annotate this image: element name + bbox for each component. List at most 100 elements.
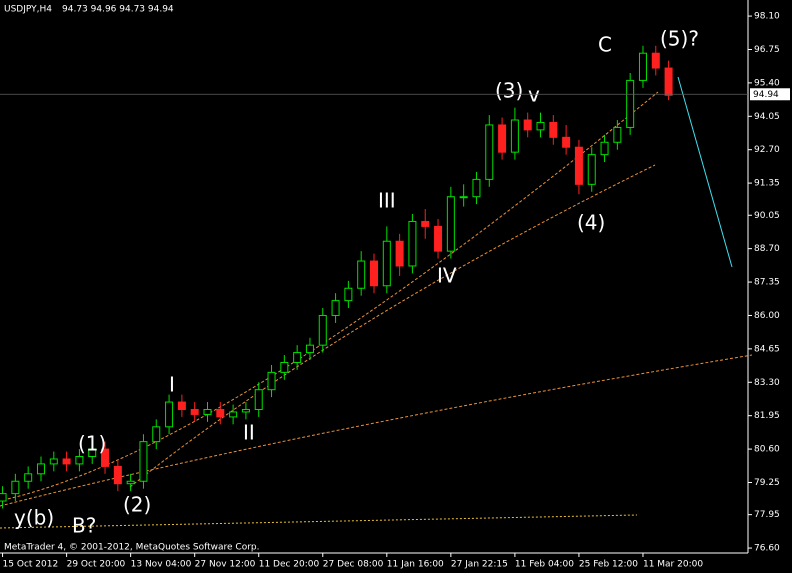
y-tick-label: 84.65 (754, 344, 780, 354)
wave-label: C (598, 33, 612, 57)
candle-body (434, 225, 443, 252)
current-price-box (750, 88, 790, 101)
candle-body (36, 463, 45, 475)
candle-body (574, 146, 583, 185)
candle-body (139, 441, 148, 482)
candle-body (370, 260, 378, 287)
y-tick-label: 92.70 (754, 145, 780, 155)
candle-body (587, 154, 596, 185)
x-tick-label: 11 Jan 16:00 (387, 560, 444, 570)
y-tick-label: 76.60 (754, 544, 780, 554)
x-tick-label: 11 Mar 20:00 (643, 560, 703, 570)
y-tick-label: 94.05 (754, 112, 780, 122)
candle-body (75, 456, 84, 465)
candle-body (651, 52, 660, 69)
x-tick-label: 25 Feb 12:00 (579, 560, 638, 570)
y-tick-label: 90.05 (754, 211, 780, 221)
x-tick-label: 27 Jan 22:15 (451, 560, 508, 570)
candle-body (126, 480, 135, 485)
candle-body (331, 300, 340, 316)
candle-body (472, 178, 481, 198)
x-tick-label: 11 Dec 20:00 (259, 560, 320, 570)
candle-body (600, 141, 609, 156)
candle-body (216, 408, 225, 418)
candle-body (280, 361, 289, 373)
candles (0, 45, 673, 509)
candle-body (254, 389, 263, 410)
candle-body (318, 314, 327, 346)
wave-label: y(b) (14, 506, 54, 530)
y-tick-label: 79.25 (754, 478, 780, 488)
y-tick-label: 91.35 (754, 179, 780, 189)
x-tick-label: 27 Nov 12:00 (195, 560, 256, 570)
candle-body (190, 408, 199, 415)
y-tick-label: 98.10 (754, 12, 780, 22)
candle-body (203, 408, 212, 415)
candle-body (177, 401, 186, 410)
candle-body (421, 220, 430, 227)
wave-label: B? (72, 514, 96, 538)
candle-body (459, 196, 468, 199)
x-tick-label: 11 Feb 04:00 (515, 560, 574, 570)
candle-body (536, 121, 545, 131)
wave-label: I (169, 373, 175, 397)
candle-body (382, 240, 391, 287)
projection-line (677, 76, 733, 268)
wave-label: (5)? (660, 27, 699, 51)
candle-body (613, 126, 622, 143)
candle-body (408, 220, 417, 267)
y-tick-label: 81.95 (754, 411, 780, 421)
wave-label: (1) (78, 432, 106, 456)
x-tick-label: 15 Oct 2012 (3, 560, 59, 570)
candle-body (241, 408, 250, 413)
candle-body (24, 473, 33, 482)
candle-body (395, 240, 404, 267)
candle-body (549, 121, 558, 138)
y-tick-label: 95.40 (754, 78, 780, 88)
candle-body (293, 352, 302, 363)
candle-body (357, 260, 366, 289)
candle-body (305, 344, 314, 354)
candle-body (510, 119, 519, 153)
candle-body (562, 136, 571, 148)
candle-body (626, 79, 635, 128)
wave-label: (2) (123, 493, 151, 517)
candle-body (0, 493, 7, 502)
wave-label: II (243, 421, 255, 445)
candle-body (165, 401, 174, 428)
chart-title: USDJPY,H4 (4, 5, 52, 15)
trend-line (0, 354, 753, 507)
y-tick-label: 77.95 (754, 510, 780, 520)
candle-body (523, 119, 532, 131)
candle-body (344, 287, 353, 302)
wave-label: IV (437, 264, 457, 288)
trend-line (129, 164, 656, 488)
candle-body (49, 458, 58, 465)
current-price-label: 94.94 (753, 90, 779, 100)
y-tick-label: 80.60 (754, 445, 780, 455)
wave-label: III (378, 189, 396, 213)
y-tick-label: 96.75 (754, 45, 780, 55)
x-tick-label: 13 Nov 04:00 (131, 560, 192, 570)
candle-body (152, 426, 161, 443)
footer: MetaTrader 4, © 2001-2012, MetaQuotes So… (4, 543, 260, 553)
candle-body (101, 448, 110, 467)
candle-body (498, 124, 507, 153)
x-tick-label: 27 Dec 08:00 (323, 560, 384, 570)
candle-body (664, 67, 673, 96)
candle-body (638, 52, 647, 81)
candle-body (113, 465, 122, 485)
y-tick-label: 83.30 (754, 378, 780, 388)
candle-body (11, 480, 20, 495)
wave-label: (3) (495, 79, 523, 103)
candle-body (446, 196, 455, 252)
candle-body (88, 448, 97, 458)
candle-body (267, 371, 276, 391)
x-tick-label: 29 Oct 20:00 (67, 560, 126, 570)
y-tick-label: 88.70 (754, 244, 780, 254)
candle-body (229, 411, 238, 418)
y-tick-label: 87.35 (754, 278, 780, 288)
